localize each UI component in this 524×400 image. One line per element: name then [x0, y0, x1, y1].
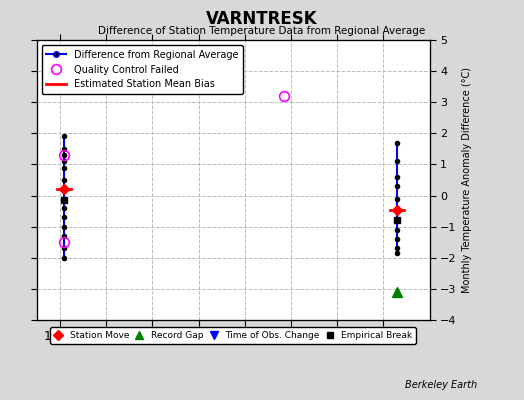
Text: Difference of Station Temperature Data from Regional Average: Difference of Station Temperature Data f… — [99, 26, 425, 36]
Y-axis label: Monthly Temperature Anomaly Difference (°C): Monthly Temperature Anomaly Difference (… — [462, 67, 472, 293]
Text: Berkeley Earth: Berkeley Earth — [405, 380, 477, 390]
Text: VARNTRESK: VARNTRESK — [206, 10, 318, 28]
Legend: Station Move, Record Gap, Time of Obs. Change, Empirical Break: Station Move, Record Gap, Time of Obs. C… — [50, 327, 416, 344]
